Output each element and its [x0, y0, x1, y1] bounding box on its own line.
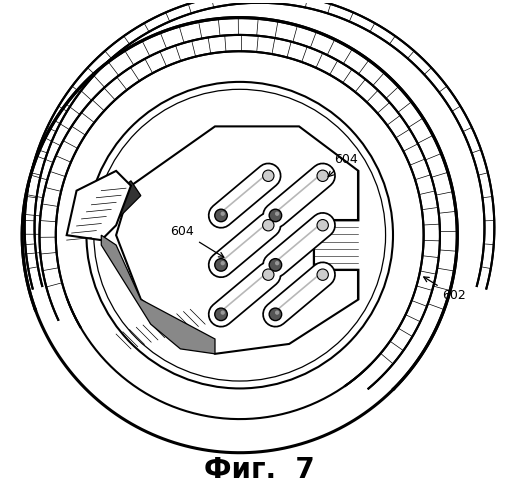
Polygon shape: [116, 126, 359, 354]
Circle shape: [215, 308, 227, 320]
Circle shape: [221, 310, 225, 315]
Text: 604: 604: [171, 225, 224, 258]
Polygon shape: [39, 35, 440, 389]
Polygon shape: [22, 18, 457, 402]
Polygon shape: [91, 181, 141, 235]
Circle shape: [275, 310, 279, 315]
Circle shape: [263, 170, 274, 181]
Circle shape: [317, 269, 329, 280]
Polygon shape: [24, 0, 495, 288]
Circle shape: [263, 220, 274, 231]
Circle shape: [215, 258, 227, 271]
Circle shape: [221, 261, 225, 266]
Text: 602: 602: [424, 277, 466, 302]
Text: 604: 604: [328, 154, 358, 176]
Circle shape: [215, 209, 227, 222]
Circle shape: [269, 258, 282, 271]
Circle shape: [269, 308, 282, 320]
Circle shape: [263, 269, 274, 280]
Polygon shape: [101, 235, 215, 354]
Circle shape: [221, 212, 225, 216]
Circle shape: [317, 220, 329, 231]
Polygon shape: [66, 171, 131, 240]
Circle shape: [269, 209, 282, 222]
Circle shape: [86, 81, 394, 390]
Circle shape: [94, 90, 386, 381]
Text: Фиг.  7: Фиг. 7: [204, 456, 315, 484]
Circle shape: [317, 170, 329, 181]
Circle shape: [275, 212, 279, 216]
Circle shape: [275, 261, 279, 266]
